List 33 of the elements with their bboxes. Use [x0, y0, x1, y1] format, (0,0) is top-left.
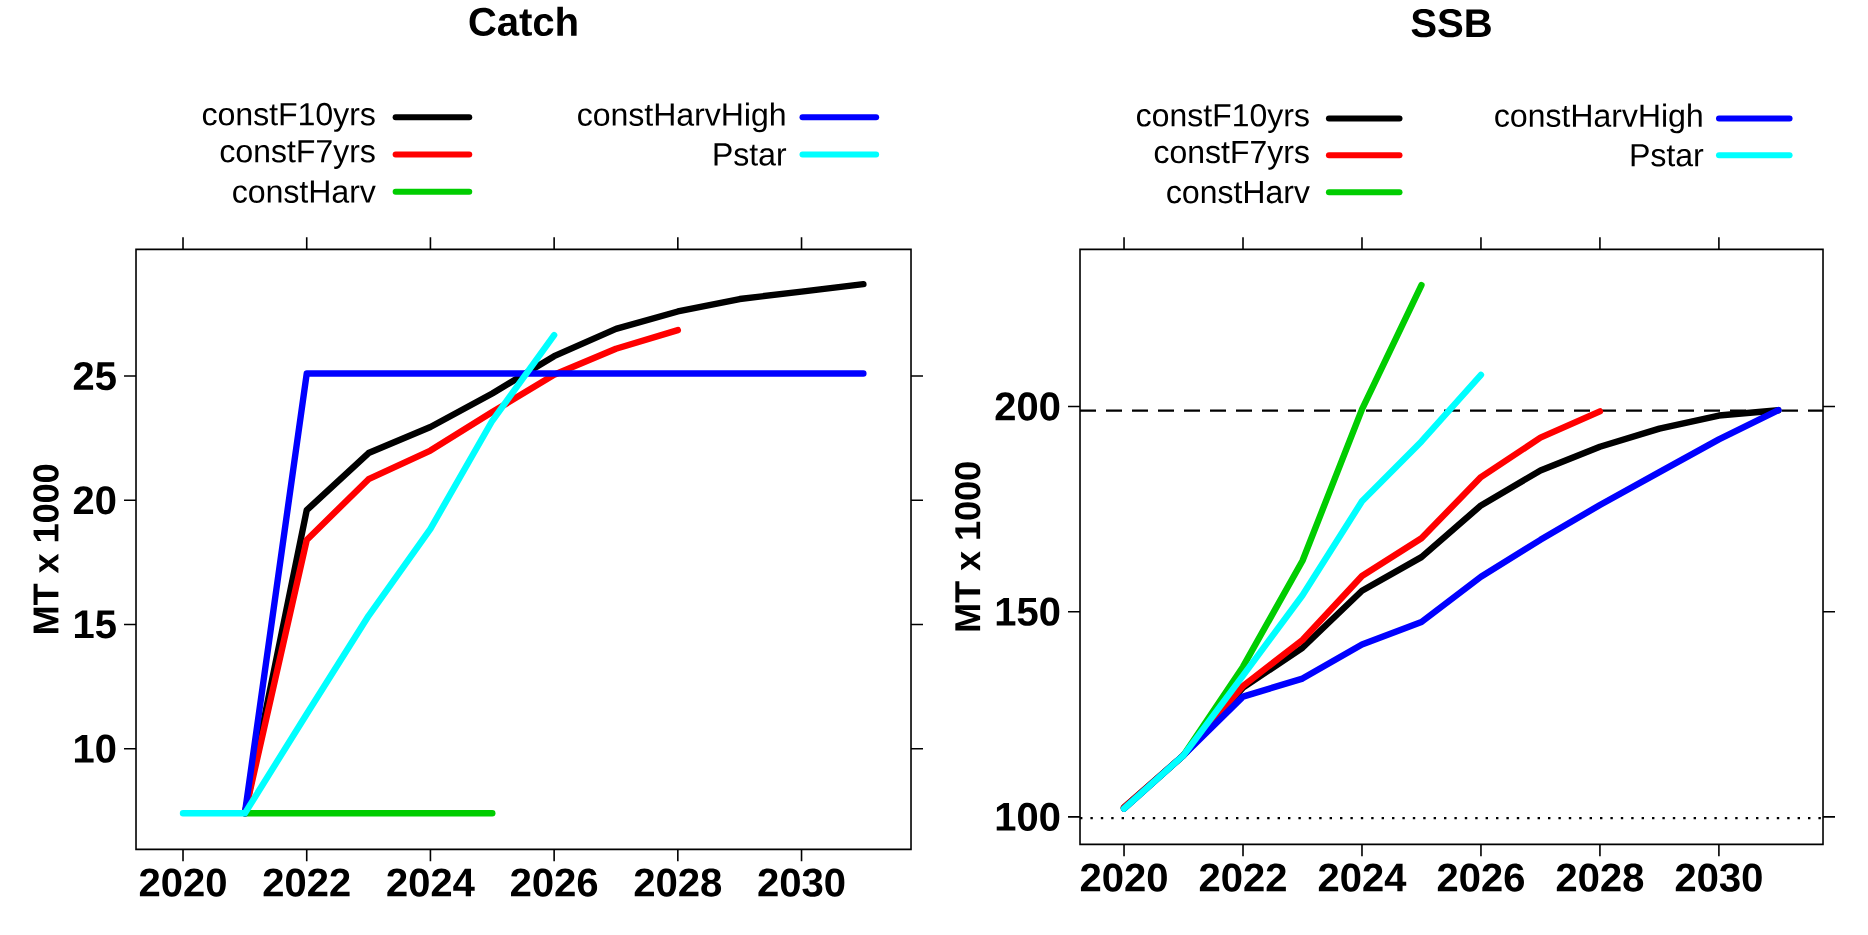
x-tick-label: 2024 [387, 868, 475, 897]
x-tick-label: 2028 [634, 868, 722, 897]
legend-label: constHarv [233, 180, 376, 203]
x-tick-label: 2030 [758, 868, 845, 897]
x-tick-label: 2026 [511, 868, 598, 897]
x-tick-label: 2024 [1318, 863, 1407, 892]
legend-label: constF7yrs [1154, 140, 1309, 170]
chart-title: SSB [1411, 8, 1491, 38]
x-tick-label: 2020 [1080, 863, 1167, 892]
chart-title: Catch [469, 6, 577, 36]
x-tick-label: 2020 [139, 868, 226, 897]
legend-label: Pstar [1631, 143, 1704, 167]
x-tick-label: 2026 [1437, 863, 1524, 892]
legend-label: constF10yrs [202, 102, 375, 132]
y-tick-label: 150 [996, 597, 1060, 626]
y-axis-title: MT x 1000 [954, 462, 981, 631]
y-axis-title: MT x 1000 [33, 464, 59, 633]
y-tick-label: 200 [995, 392, 1060, 421]
legend-label: constF10yrs [1137, 103, 1309, 133]
legend-label: constHarvHigh [1495, 103, 1702, 134]
x-tick-label: 2030 [1675, 863, 1762, 892]
legend-label: constF7yrs [220, 140, 375, 169]
y-tick-label: 15 [74, 610, 116, 639]
y-tick-label: 100 [996, 802, 1060, 831]
x-tick-label: 2022 [1199, 863, 1286, 892]
legend-label: Pstar [714, 143, 787, 166]
legend-label: constHarvHigh [578, 102, 785, 133]
y-tick-label: 10 [74, 734, 116, 763]
x-tick-label: 2022 [263, 868, 350, 897]
y-tick-label: 25 [73, 361, 116, 391]
y-tick-label: 20 [73, 485, 116, 515]
legend-label: constHarv [1167, 180, 1310, 204]
x-tick-label: 2028 [1556, 863, 1644, 892]
